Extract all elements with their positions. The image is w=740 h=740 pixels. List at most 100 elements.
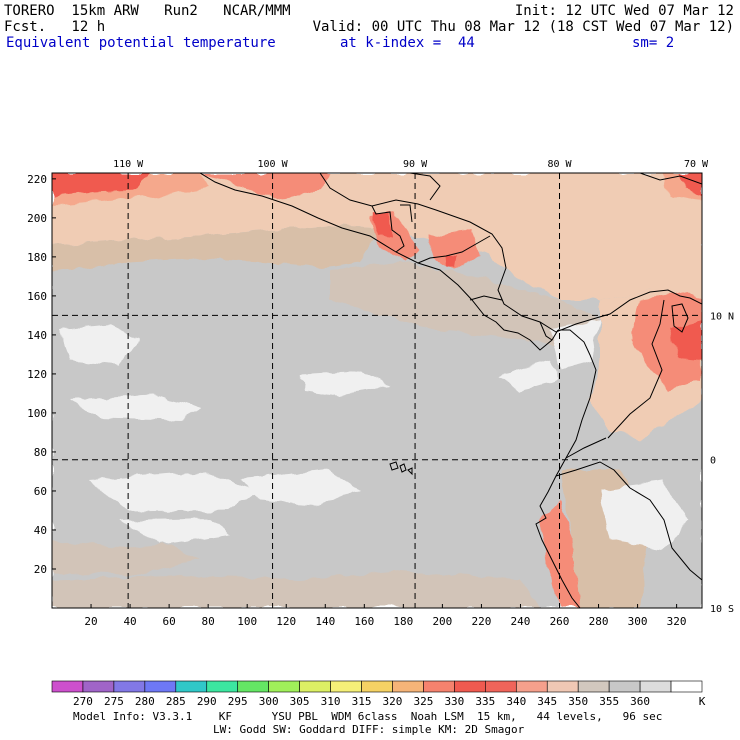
bottom-grid-label: 180 <box>393 615 413 628</box>
physics-info: LW: Godd SW: Goddard DIFF: simple KM: 2D… <box>213 723 525 736</box>
border-colombia-venezuela <box>607 299 665 439</box>
colorbar-tick-label: 325 <box>413 695 433 705</box>
field-salmon-mexico <box>200 173 330 200</box>
border-peru-brazil <box>629 487 702 581</box>
map-frame <box>51 172 703 609</box>
coast-venezuela-north <box>595 289 702 319</box>
k-index-label: at k-index = 44 <box>340 35 475 51</box>
left-grid-label: 220 <box>27 173 47 186</box>
colorbar-cell <box>330 680 362 693</box>
right-latitude-label: 10 S <box>710 604 734 615</box>
colorbar-tick-label: 295 <box>228 695 248 705</box>
colorbar-cell <box>639 680 672 693</box>
colorbar-cell <box>206 680 239 693</box>
colorbar-cell <box>577 680 610 693</box>
lat-lon-grid <box>52 173 702 608</box>
colorbar-cell <box>299 680 331 693</box>
colorbar-unit: K <box>699 695 706 705</box>
bottom-grid-label: 280 <box>589 615 609 628</box>
field-light-patch-3 <box>300 372 390 395</box>
colorbar-tick-label: 345 <box>537 695 557 705</box>
field-tan-band <box>52 225 380 272</box>
smoothing-label: sm= 2 <box>632 35 675 51</box>
colorbar-cell <box>51 680 84 693</box>
field-light-patch-4 <box>90 472 260 512</box>
colorbar-tick-label: 270 <box>73 695 93 705</box>
bottom-grid-label: 80 <box>202 615 215 628</box>
colorbar-cell <box>546 680 579 693</box>
colorbar-cell <box>454 680 486 693</box>
axis-labels: 220 200 180 160 140 120 100 80 60 40 20 20 40 60 80 100… <box>27 159 734 628</box>
model-run-title: TORERO 15km ARW Run2 NCAR/MMM <box>4 3 291 19</box>
field-tan-southwest <box>52 540 200 575</box>
colorbar-tick-label: 285 <box>166 695 186 705</box>
left-grid-label: 60 <box>34 485 47 498</box>
bottom-grid-label: 220 <box>471 615 491 628</box>
colorbar-labels: 270 275 280 285 290 295 300 305 310 315 320 325 330 3… <box>73 695 706 705</box>
colorbar-cell <box>144 680 177 693</box>
colorbar-tick-label: 350 <box>568 695 588 705</box>
field-tan-southeast <box>52 570 540 608</box>
colorbar-cell <box>175 680 208 693</box>
field-name: Equivalent potential temperature <box>6 35 276 51</box>
theta-e-field <box>52 173 702 608</box>
colorbar-cell <box>268 680 300 693</box>
top-longitude-label: 80 W <box>547 159 572 170</box>
left-grid-label: 180 <box>27 251 47 264</box>
field-red-honduras <box>445 255 458 268</box>
field-light-patch-6 <box>500 360 560 392</box>
right-latitude-label: 0 <box>710 456 716 467</box>
bottom-grid-label: 200 <box>432 615 452 628</box>
colorbar-tick-label: 275 <box>104 695 124 705</box>
border-ecuador-peru <box>555 461 631 489</box>
bottom-grid-label: 300 <box>628 615 648 628</box>
field-red-guatemala <box>372 212 392 236</box>
bottom-grid-label: 100 <box>237 615 257 628</box>
top-longitude-label: 100 W <box>258 159 289 170</box>
top-longitude-label: 70 W <box>684 159 709 170</box>
colorbar-cell <box>423 680 455 693</box>
bottom-grid-label: 140 <box>315 615 335 628</box>
colorbar-tick-label: 320 <box>383 695 403 705</box>
colorbar-cell <box>515 680 548 693</box>
colorbar-cells <box>51 680 703 693</box>
border-mexico-guatemala <box>371 205 405 253</box>
bottom-grid-label: 320 <box>667 615 687 628</box>
colorbar-tick-label: 310 <box>321 695 341 705</box>
bottom-grid-label: 260 <box>550 615 570 628</box>
bottom-grid-label: 60 <box>162 615 175 628</box>
field-light-patch-5 <box>240 470 360 505</box>
left-grid-label: 200 <box>27 212 47 225</box>
galapagos <box>389 461 413 476</box>
field-red-venezuela <box>670 320 702 360</box>
colorbar-cell <box>392 680 424 693</box>
field-warm-gray-mid <box>330 262 600 350</box>
colorbar-cell <box>237 680 269 693</box>
left-grid-label: 80 <box>34 446 47 459</box>
field-salmon-honduras <box>430 230 480 270</box>
left-grid-label: 20 <box>34 563 47 576</box>
top-longitude-label: 90 W <box>403 159 428 170</box>
colorbar-tick-label: 290 <box>197 695 217 705</box>
yucatan-coast <box>409 173 441 201</box>
field-light-patch-9 <box>550 320 600 370</box>
cuba-coast <box>639 173 702 185</box>
border-panama-colombia <box>539 321 553 341</box>
field-red-caribbean <box>680 173 702 196</box>
left-grid-label: 140 <box>27 329 47 342</box>
border-honduras <box>417 235 491 264</box>
field-red-north <box>52 173 150 196</box>
valid-time: Valid: 00 UTC Thu 08 Mar 12 (18 CST Wed … <box>312 19 734 35</box>
border-belize <box>400 204 413 223</box>
left-grid-label: 120 <box>27 368 47 381</box>
field-peach-north <box>52 173 702 300</box>
colorbar-tick-label: 360 <box>630 695 650 705</box>
colorbar-tick-label: 300 <box>259 695 279 705</box>
left-grid-label: 160 <box>27 290 47 303</box>
colorbar-tick-label: 305 <box>290 695 310 705</box>
left-grid-label: 40 <box>34 524 47 537</box>
colorbar-cell <box>670 680 703 693</box>
colorbar-tick-label: 335 <box>475 695 495 705</box>
colorbar-cell <box>361 680 393 693</box>
